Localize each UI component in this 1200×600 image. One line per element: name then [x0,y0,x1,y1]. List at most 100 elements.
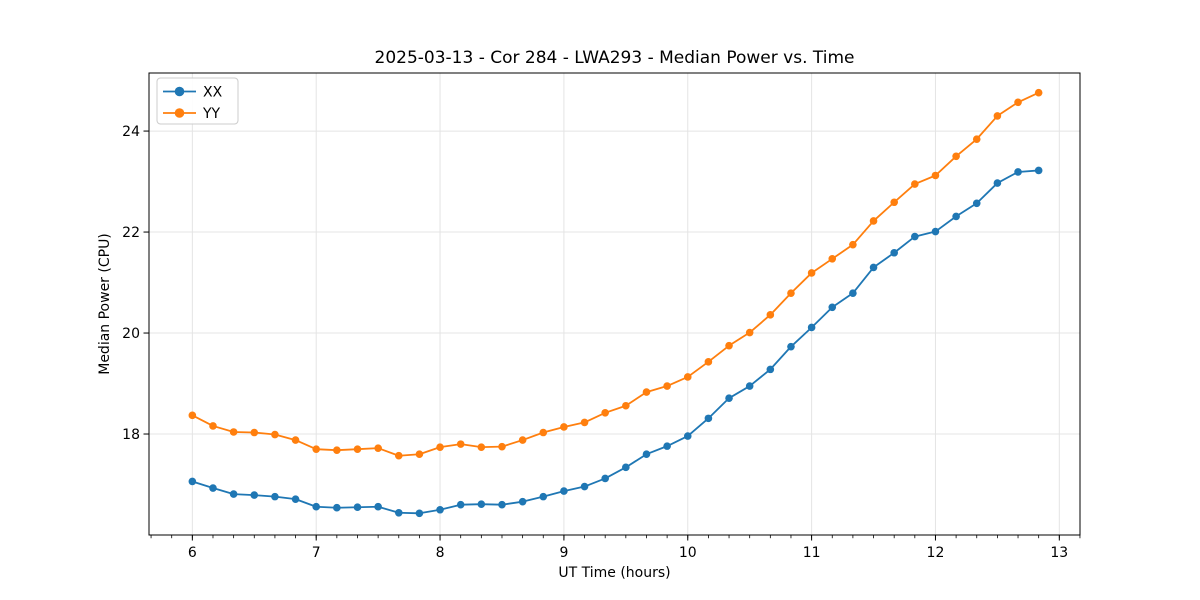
series-xx-point [952,212,960,221]
series-yy-point [952,152,960,161]
series-xx-point [972,199,981,208]
series-yy-point [704,358,713,366]
series-yy-point [560,423,568,431]
series-xx-point [807,323,816,332]
series-xx-point [271,492,279,501]
series-yy-point [869,217,878,225]
series-yy-point [931,171,940,180]
series-yy-point [745,328,754,337]
series-yy-point [498,442,506,451]
series-xx-point [766,365,775,374]
series-yy-point [333,446,341,454]
series-yy-point [663,382,671,390]
legend: XX YY [156,77,239,125]
series-xx-point [911,232,919,241]
series-xx-point [374,502,382,511]
ticks: 6 7 8 9 10 11 12 13 18 20 22 24 [122,124,1081,561]
series-yy-point [436,443,444,451]
y-tick-label: 22 [122,225,140,241]
series-yy-point [1034,88,1043,97]
series-xx-point [642,450,651,459]
series-yy-point [890,198,898,207]
series-xx-point [209,484,217,492]
series-xx-point [518,497,527,506]
legend-label-xx: XX [203,85,223,101]
series-xx-point [787,342,795,351]
series-xx [188,166,1043,518]
series-xx-point [291,495,300,503]
series-yy-point [209,422,217,430]
series-yy-point [807,269,816,277]
series-xx-line [192,169,1039,515]
y-tick-label: 24 [122,124,140,140]
series-yy-point [312,445,321,453]
plot-border [148,72,1081,536]
grid [149,73,1080,535]
series-yy-point [1014,98,1022,107]
chart-title: 2025-03-13 - Cor 284 - LWA293 - Median P… [375,48,855,68]
series-yy-point [642,388,651,396]
series-xx-point [725,394,733,402]
series-xx-point [353,503,362,512]
series-xx-point [394,508,403,517]
series-xx-point [745,382,754,390]
series-xx-point [683,432,692,440]
series-yy-point [725,341,733,350]
series-yy-point [766,311,775,319]
series-yy-point [601,409,609,417]
series-yy-point [828,255,837,263]
series-xx-point [456,500,465,509]
y-tick-label: 20 [122,326,140,342]
series-yy-point [539,428,548,437]
series-xx-point [188,477,197,486]
series-yy-point [849,240,857,249]
series-xx-point [312,502,321,511]
series-yy-point [271,430,279,439]
series-yy-point [353,445,362,453]
series-xx-point [869,263,878,272]
series-yy-point [787,289,795,297]
series-xx-point [890,248,898,257]
x-tick-label: 13 [1050,545,1068,561]
x-tick-label: 6 [188,545,197,561]
x-tick-label: 12 [927,545,945,561]
series-xx-point [1014,168,1022,176]
series-xx-point [229,490,238,498]
series-yy-point [683,373,692,381]
series-yy-point [518,436,527,444]
series-xx-point [560,487,568,495]
series-yy-point [229,428,238,436]
series-yy [188,88,1043,460]
legend-label-yy: YY [202,106,221,122]
series-yy-point [456,440,465,448]
x-tick-label: 7 [312,545,321,561]
series-yy-point [622,401,630,410]
legend-marker [174,86,185,97]
series-xx-point [663,442,671,450]
series-xx-point [333,503,341,512]
series-yy-point [477,443,486,451]
series-xx-point [1034,166,1043,175]
series-yy-point [250,428,259,437]
series-xx-point [849,289,857,297]
x-tick-label: 10 [679,545,697,561]
series-xx-point [436,505,444,514]
series-xx-point [250,491,259,499]
y-axis-label: Median Power (CPU) [97,233,113,375]
x-tick-label: 8 [436,545,445,561]
series-xx-point [580,482,589,491]
series-yy-point [188,411,197,420]
series-xx-point [539,492,548,501]
series-yy-point [291,436,300,444]
x-tick-label: 11 [803,545,821,561]
series-xx-point [498,500,506,509]
plot-area: 6 7 8 9 10 11 12 13 18 20 22 24 XX YY [122,72,1081,561]
series-xx-point [601,474,609,483]
y-tick-label: 18 [122,427,140,443]
legend-marker [174,108,185,118]
series-xx-point [477,500,486,509]
legend-box [156,77,239,125]
series-xx-point [931,227,940,236]
series-xx-point [993,179,1002,187]
